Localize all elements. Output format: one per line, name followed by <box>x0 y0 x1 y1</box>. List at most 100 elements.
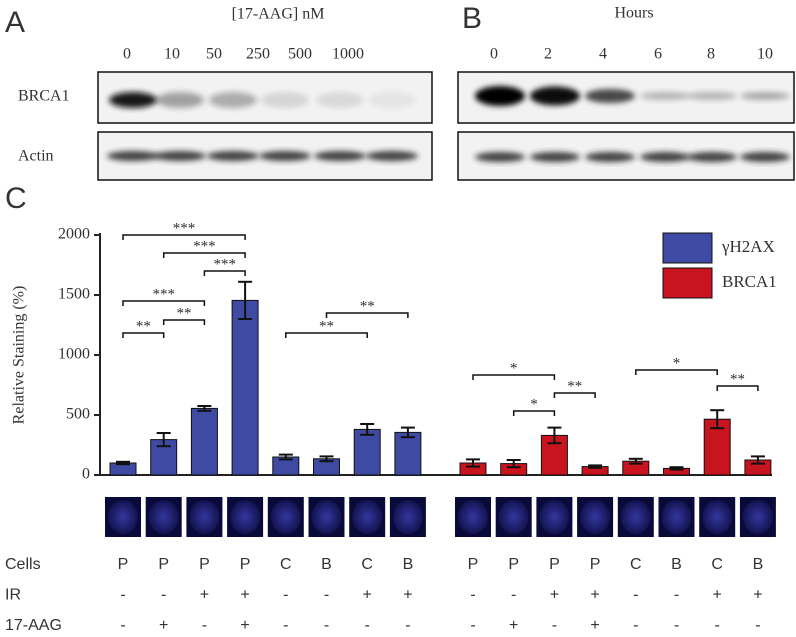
error-bar <box>319 455 334 463</box>
condition-value: B <box>753 556 764 573</box>
condition-value: - <box>715 617 720 634</box>
condition-value: + <box>200 587 209 604</box>
bar <box>394 431 422 476</box>
condition-value: - <box>324 617 329 634</box>
condition-value: P <box>118 556 129 573</box>
condition-value: + <box>159 617 168 634</box>
band <box>368 92 416 108</box>
nucleus <box>108 500 138 534</box>
condition-value: - <box>324 587 329 604</box>
significance-label: ** <box>177 305 192 321</box>
condition-value: - <box>633 587 638 604</box>
lane-label: 2 <box>544 46 552 63</box>
condition-value: - <box>202 617 207 634</box>
significance-bracket <box>203 270 246 276</box>
band <box>530 86 580 106</box>
bar <box>231 299 259 476</box>
significance-label: * <box>510 360 518 376</box>
nucleus <box>311 500 342 534</box>
condition-value: + <box>590 587 599 604</box>
significance-bracket <box>122 332 165 338</box>
band <box>207 151 259 161</box>
condition-label: 17-AAG <box>5 617 62 634</box>
condition-value: C <box>711 556 723 573</box>
condition-label: Cells <box>5 556 41 573</box>
significance-bracket <box>512 410 556 416</box>
lane-label: 10 <box>757 46 773 63</box>
error-bar <box>628 457 643 465</box>
legend-swatch <box>662 267 713 299</box>
error-bar <box>197 405 212 412</box>
error-bar <box>588 464 603 469</box>
band <box>154 151 206 161</box>
band <box>366 151 418 161</box>
y-tick-label: 500 <box>66 406 90 423</box>
condition-value: B <box>671 556 682 573</box>
band <box>640 92 690 100</box>
error-bar <box>750 455 765 465</box>
panel-label: B <box>462 2 482 35</box>
condition-value: C <box>630 556 642 573</box>
significance-bracket <box>716 385 759 391</box>
significance-label: *** <box>193 238 216 254</box>
panel-label: C <box>5 182 27 215</box>
nucleus <box>270 500 301 534</box>
lane-label: 4 <box>599 46 607 63</box>
significance-label: *** <box>152 286 175 302</box>
condition-value: + <box>590 617 599 634</box>
condition-value: - <box>552 617 557 634</box>
band <box>530 152 580 162</box>
band <box>316 92 364 108</box>
significance-label: ** <box>567 378 582 394</box>
nucleus <box>580 500 611 534</box>
error-bar <box>547 426 562 445</box>
nucleus <box>230 500 261 534</box>
condition-value: C <box>361 556 373 573</box>
band <box>107 151 159 161</box>
condition-value: P <box>549 556 560 573</box>
legend-swatch <box>662 232 713 264</box>
significance-bracket <box>325 312 409 318</box>
significance-label: ** <box>319 318 334 334</box>
condition-value: P <box>508 556 519 573</box>
nucleus <box>539 500 570 534</box>
condition-value: - <box>161 587 166 604</box>
panel-title: [17-AAG] nM <box>232 6 325 23</box>
y-tick-label: 2000 <box>58 226 90 243</box>
condition-value: - <box>365 617 370 634</box>
nucleus <box>458 500 488 534</box>
error-bar <box>278 453 293 461</box>
significance-bracket <box>122 234 246 240</box>
nucleus <box>148 500 179 534</box>
error-bar <box>506 459 521 469</box>
lane-label: 0 <box>123 46 131 63</box>
error-bar <box>360 423 375 436</box>
condition-value: + <box>753 587 762 604</box>
lane-label: 50 <box>206 46 222 63</box>
band <box>156 92 204 108</box>
nucleus <box>498 500 529 534</box>
condition-value: - <box>283 587 288 604</box>
row-label: Actin <box>18 148 54 165</box>
lane-label: 500 <box>288 46 312 63</box>
lane-label: 250 <box>246 46 270 63</box>
condition-value: + <box>550 587 559 604</box>
panel-label: A <box>5 6 25 39</box>
significance-bracket <box>635 369 718 375</box>
error-bar <box>116 460 130 466</box>
condition-value: + <box>363 587 372 604</box>
significance-label: ** <box>136 318 151 334</box>
condition-label: IR <box>5 587 21 604</box>
error-bar <box>238 280 253 320</box>
error-bar <box>156 432 171 448</box>
nucleus <box>620 500 651 534</box>
error-bar <box>710 409 725 430</box>
y-tick-label: 1000 <box>58 346 90 363</box>
significance-label: ** <box>730 371 745 387</box>
nucleus <box>392 500 423 534</box>
band <box>640 152 690 162</box>
row-label: BRCA1 <box>18 88 70 105</box>
y-axis-label: Relative Staining (%) <box>11 286 28 425</box>
band <box>585 89 635 103</box>
